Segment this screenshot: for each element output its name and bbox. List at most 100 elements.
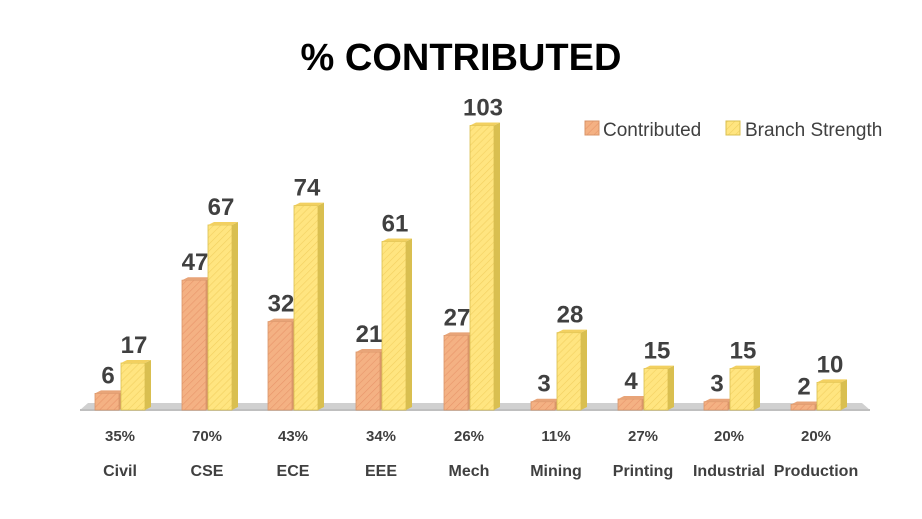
legend-swatch-branch-strength [725, 120, 741, 136]
bar-side [406, 238, 412, 410]
bar-front [120, 362, 146, 411]
bar-branch-strength-production [816, 379, 847, 411]
bar-front [207, 224, 233, 411]
data-label-contributed-mech: 27 [444, 304, 471, 331]
bar-front [94, 393, 120, 411]
bar-contributed-production [790, 401, 821, 411]
bar-top [557, 329, 587, 333]
bar-front [643, 368, 669, 411]
data-label-contributed-ece: 32 [268, 291, 295, 318]
data-label-branch-strength-mech: 103 [463, 95, 503, 122]
bar-top [208, 221, 238, 225]
bar-front [790, 404, 816, 411]
bar-front [617, 398, 643, 411]
data-label-branch-strength-cse: 67 [208, 194, 235, 221]
bar-front [181, 279, 207, 411]
bar-contributed-eee [355, 349, 386, 411]
bar-contributed-mining [530, 398, 561, 411]
bar-contributed-printing [617, 395, 648, 411]
bar-front [816, 381, 842, 411]
bar-contributed-civil [94, 390, 125, 411]
bar-front [530, 401, 556, 411]
category-label-printing: Printing [613, 463, 673, 480]
category-label-ece: ECE [277, 463, 310, 480]
bar-side [754, 365, 760, 410]
bar-side [318, 202, 324, 410]
bar-branch-strength-mining [556, 329, 587, 411]
category-label-cse: CSE [191, 463, 224, 480]
category-label-mining: Mining [530, 463, 582, 480]
bar-contributed-industrial [703, 398, 734, 411]
percentage-label-mech: 26% [454, 428, 484, 445]
bar-top [791, 401, 821, 405]
bar-branch-strength-mech [469, 122, 500, 411]
bar-top [121, 360, 151, 364]
legend: Contributed Branch Strength [584, 120, 882, 141]
percentage-label-industrial: 20% [714, 428, 744, 445]
bar-branch-strength-ece [293, 202, 324, 411]
data-label-contributed-eee: 21 [356, 321, 383, 348]
bar-top [294, 202, 324, 206]
bar-branch-strength-civil [120, 360, 151, 411]
bar-top [444, 332, 474, 336]
bar-front [293, 205, 319, 411]
bar-front [703, 401, 729, 411]
category-label-eee: EEE [365, 463, 397, 480]
bar-branch-strength-industrial [729, 365, 760, 411]
bar-top [644, 365, 674, 369]
bar-side [841, 379, 847, 410]
percentage-label-production: 20% [801, 428, 831, 445]
bar-top [704, 398, 734, 402]
legend-swatch-contributed [584, 120, 600, 136]
data-label-branch-strength-mining: 28 [557, 302, 584, 329]
percentage-label-cse: 70% [192, 428, 222, 445]
chart-title: % CONTRIBUTED [301, 37, 622, 79]
percentage-label-eee: 34% [366, 428, 396, 445]
percentage-label-printing: 27% [628, 428, 658, 445]
category-label-civil: Civil [103, 463, 137, 480]
bar-front [556, 332, 582, 411]
bar-front [443, 335, 469, 411]
bar-top [95, 390, 125, 394]
bar-top [268, 318, 298, 322]
bar-branch-strength-eee [381, 238, 412, 411]
bar-side [494, 122, 500, 411]
data-label-branch-strength-printing: 15 [644, 338, 671, 365]
data-label-branch-strength-production: 10 [817, 351, 844, 378]
data-label-contributed-industrial: 3 [710, 371, 723, 398]
bars-group [94, 122, 847, 411]
bar-top [618, 395, 648, 399]
category-label-industrial: Industrial [693, 463, 765, 480]
bar-contributed-mech [443, 332, 474, 411]
bar-front [469, 125, 495, 411]
bar-contributed-ece [267, 318, 298, 411]
bar-front [267, 321, 293, 411]
bar-front [729, 368, 755, 411]
bar-top [817, 379, 847, 383]
bar-contributed-cse [181, 277, 212, 411]
data-label-branch-strength-civil: 17 [121, 332, 148, 359]
bar-top [382, 238, 412, 242]
bar-top [182, 277, 212, 281]
bar-side [145, 360, 151, 410]
bar-branch-strength-printing [643, 365, 674, 411]
bar-front [381, 241, 407, 411]
data-label-branch-strength-industrial: 15 [730, 338, 757, 365]
percentage-label-mining: 11% [541, 428, 570, 445]
percentage-label-ece: 43% [278, 428, 308, 445]
data-label-contributed-cse: 47 [182, 249, 209, 276]
bar-top [531, 398, 561, 402]
category-label-production: Production [774, 463, 858, 480]
bar-top [470, 122, 500, 126]
percentage-label-civil: 35% [105, 428, 135, 445]
bar-side [668, 365, 674, 410]
bar-top [356, 349, 386, 352]
labels-group: 61735%Civil476770%CSE327443%ECE216134%EE… [101, 95, 858, 480]
bar-front [355, 351, 381, 411]
legend-label-contributed: Contributed [603, 120, 701, 141]
legend-item-contributed: Contributed [584, 120, 701, 141]
bar-branch-strength-cse [207, 221, 238, 411]
data-label-contributed-production: 2 [797, 373, 810, 400]
data-label-contributed-civil: 6 [101, 362, 114, 389]
data-label-branch-strength-eee: 61 [382, 211, 409, 238]
